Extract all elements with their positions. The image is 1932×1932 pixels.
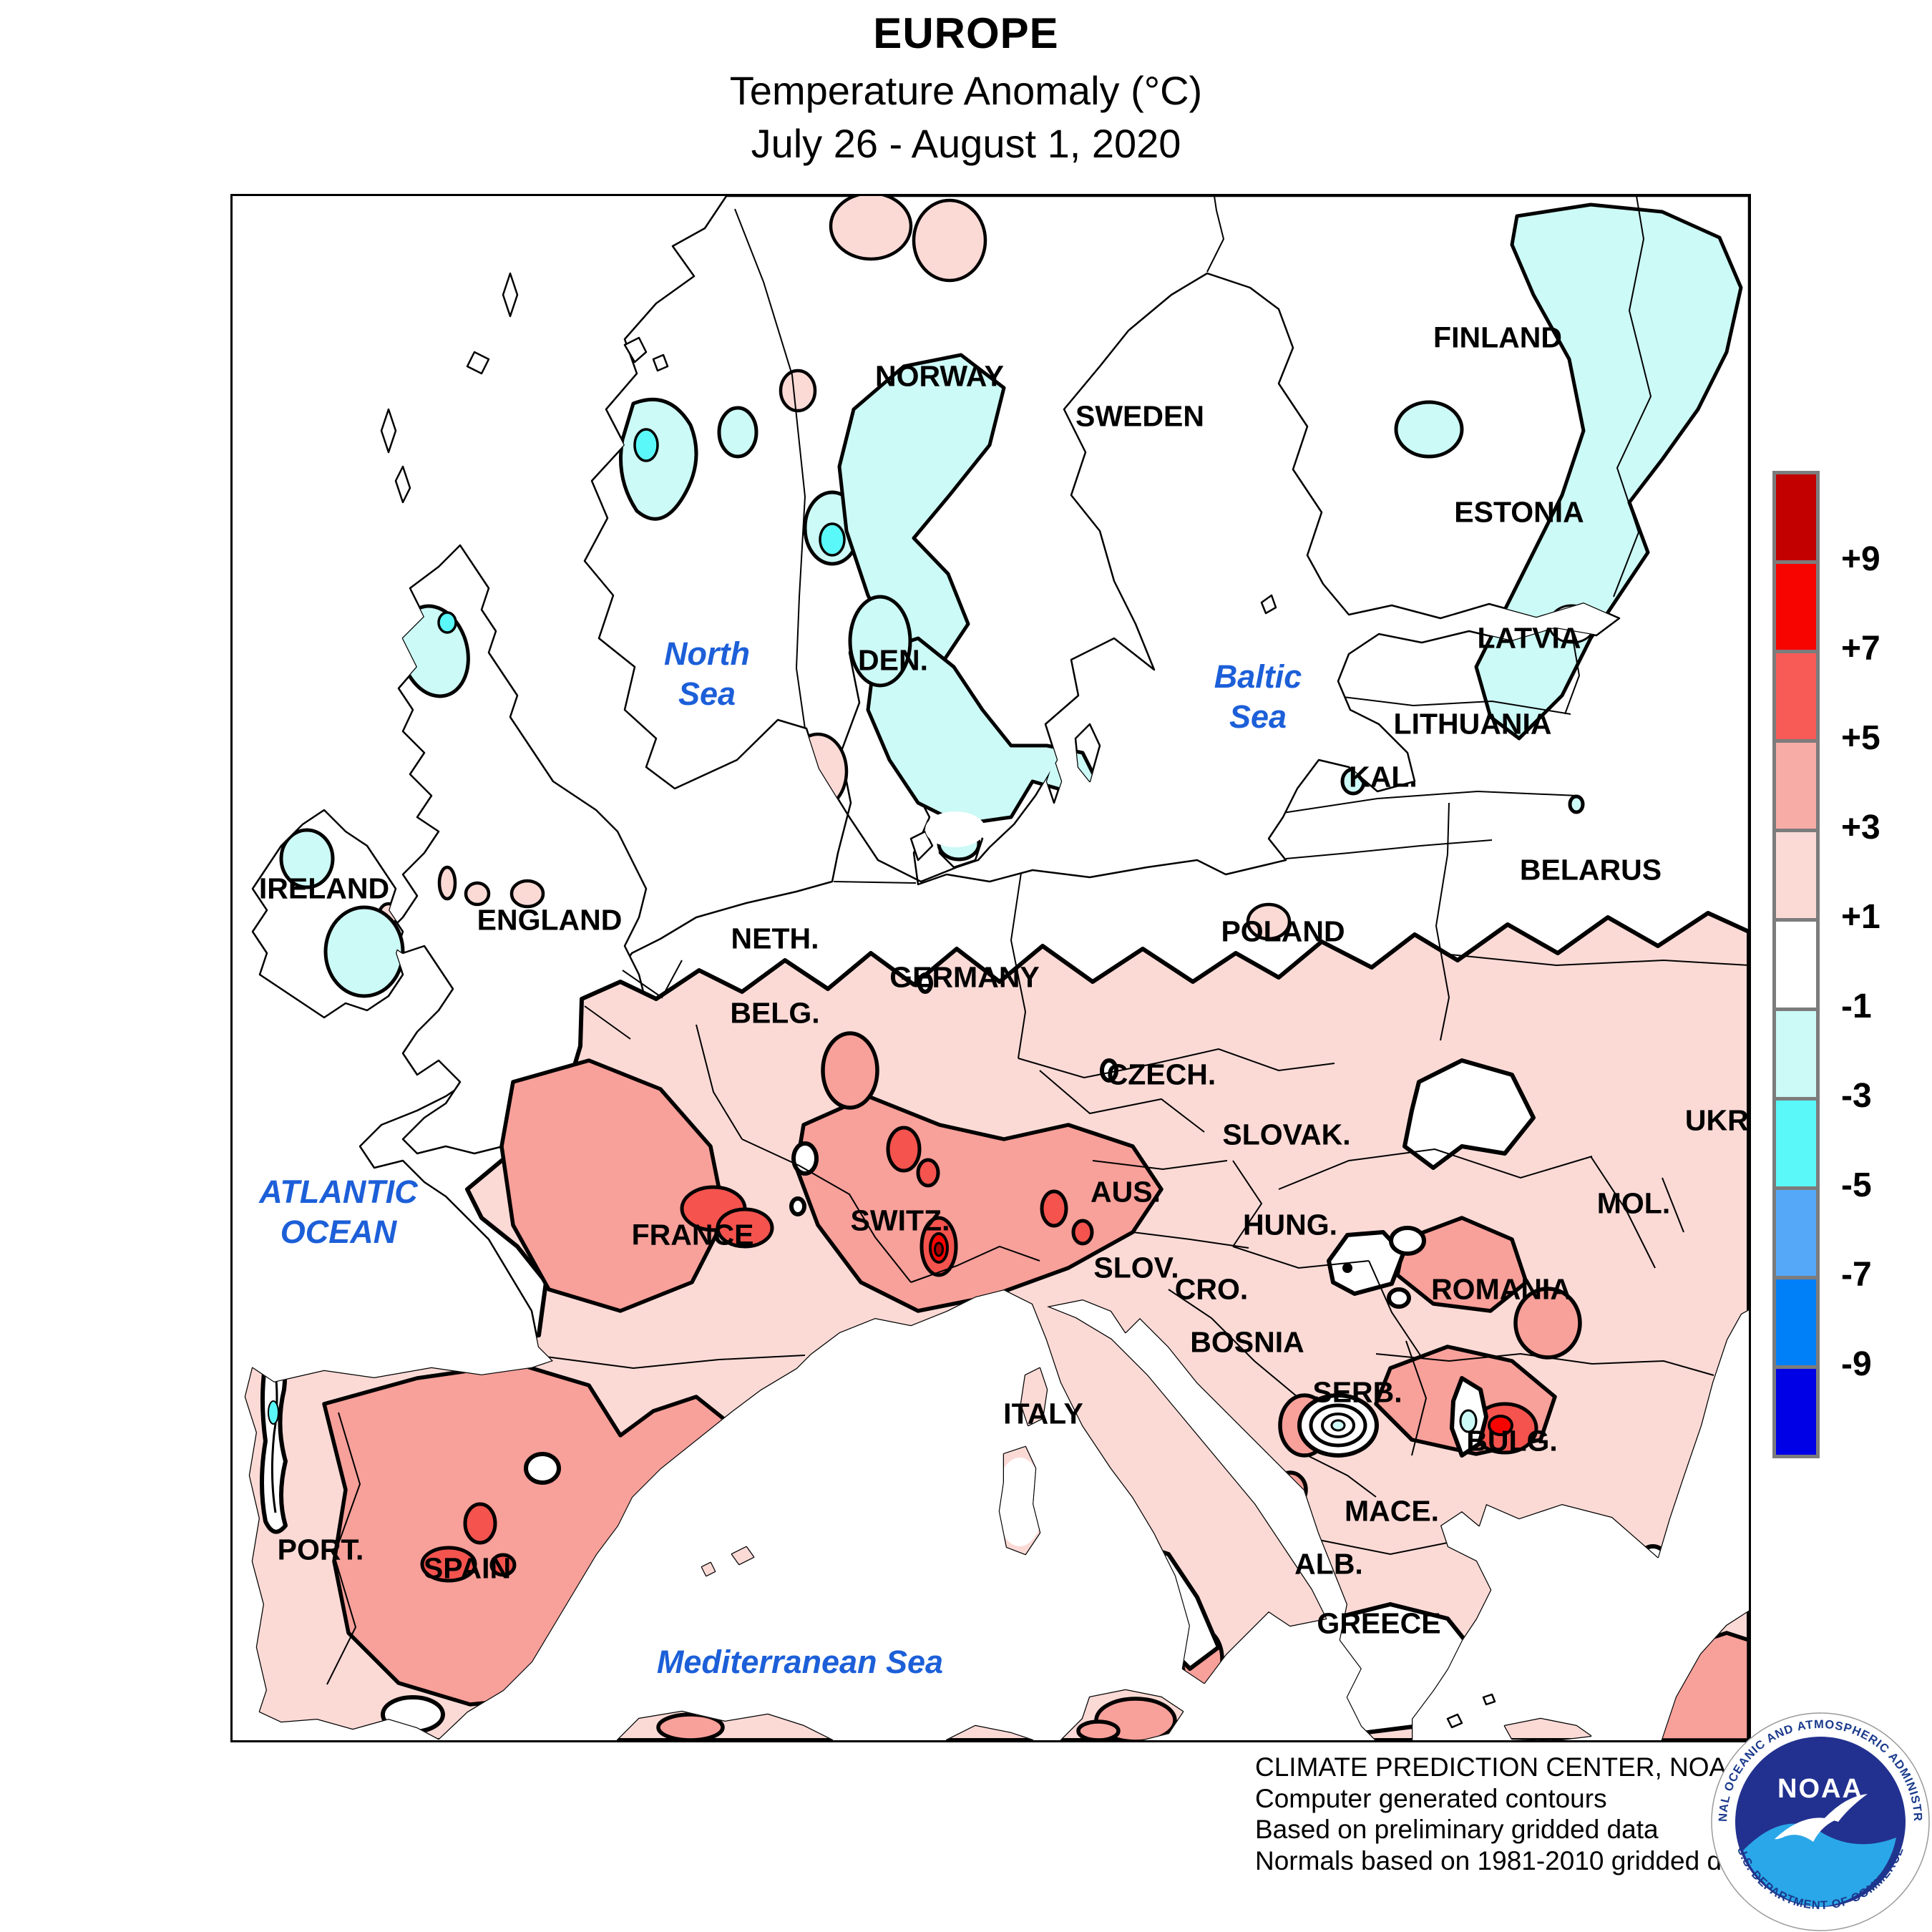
- map-subtitle: Temperature Anomaly (°C): [729, 68, 1203, 113]
- credit-line-data: Based on preliminary gridded data: [1255, 1815, 1659, 1845]
- map-label-germany: GERMANY: [889, 960, 1040, 994]
- map-label-england: ENGLAND: [477, 903, 623, 937]
- map-label-norway: NORWAY: [875, 359, 1004, 393]
- legend-swatch-10: [1772, 1365, 1820, 1458]
- map-label-greece: GREECE: [1317, 1606, 1441, 1640]
- map-label-ireland: IRELAND: [258, 872, 390, 905]
- map-label-finland: FINLAND: [1433, 321, 1562, 354]
- credit-line-contours: Computer generated contours: [1255, 1783, 1607, 1813]
- map-label-alb: ALB.: [1294, 1547, 1363, 1581]
- map-label-lithuania: LITHUANIA: [1393, 707, 1552, 741]
- anomaly-map-svg: [244, 196, 1749, 1740]
- map-canvas: NORWAY SWEDEN FINLAND ESTONIA LATVIA LITHUANI…: [230, 194, 1751, 1742]
- logo-acronym: NOAA: [1777, 1774, 1863, 1804]
- map-label-mol: MOL.: [1596, 1186, 1671, 1220]
- map-label-port: PORT.: [277, 1533, 364, 1566]
- map-label-slov: SLOV.: [1093, 1251, 1179, 1284]
- legend: +9 +7 +5 +3 +1 -1 -3 -5 -7 -9: [1772, 471, 1930, 1458]
- map-title: EUROPE: [873, 9, 1059, 57]
- map-label-baltic-sea: Baltic Sea: [1214, 658, 1302, 735]
- map-label-bulg: BULG.: [1466, 1424, 1558, 1458]
- legend-tick--9: -9: [1841, 1345, 1872, 1383]
- logo-sea: [1743, 1823, 1896, 1907]
- map-label-sweden: SWEDEN: [1075, 399, 1204, 433]
- map-label-latvia: LATVIA: [1477, 621, 1581, 655]
- map-label-romania: ROMANIA: [1431, 1272, 1571, 1306]
- map-label-hung: HUNG.: [1242, 1208, 1338, 1241]
- legend-tick--7: -7: [1841, 1256, 1872, 1294]
- legend-tick-+3: +3: [1841, 809, 1880, 847]
- map-label-ukr: UKR.: [1684, 1103, 1751, 1137]
- map-label-belarus: BELARUS: [1519, 853, 1662, 887]
- map-label-belg: BELG.: [730, 996, 820, 1030]
- map-label-poland: POLAND: [1221, 914, 1345, 948]
- map-label-serb: SERB.: [1312, 1375, 1402, 1409]
- legend-swatch-3: [1772, 739, 1820, 832]
- map-label-estonia: ESTONIA: [1454, 495, 1584, 529]
- legend-swatch-5: [1772, 918, 1820, 1011]
- legend-swatch-2: [1772, 650, 1820, 743]
- noaa-logo: NOAA NATIONAL OCEANIC AND ATMOSPHERIC AD…: [1709, 1710, 1930, 1931]
- seagull-icon: [1775, 1794, 1868, 1842]
- map-label-italy: ITALY: [1003, 1397, 1083, 1430]
- map-label-czech: CZECH.: [1106, 1058, 1216, 1091]
- map-date-range: July 26 - August 1, 2020: [751, 120, 1181, 166]
- legend-swatch-0: [1772, 471, 1820, 564]
- map-label-north-sea: North Sea: [664, 635, 750, 712]
- legend-tick-+9: +9: [1841, 540, 1880, 578]
- legend-tick--1: -1: [1841, 987, 1872, 1025]
- title-block: EUROPE Temperature Anomaly (°C) July 26 …: [0, 10, 1932, 165]
- map-label-kal: KAL.: [1349, 760, 1418, 794]
- map-label-france: FRANCE: [631, 1218, 754, 1252]
- legend-tick-+1: +1: [1841, 898, 1880, 936]
- legend-tick--3: -3: [1841, 1077, 1872, 1115]
- credits-block: CLIMATE PREDICTION CENTER, NOAA Computer…: [1255, 1752, 1759, 1877]
- map-label-mace: MACE.: [1344, 1494, 1440, 1528]
- map-label-mediterranean-sea: Mediterranean Sea: [656, 1643, 944, 1680]
- map-label-bosnia: BOSNIA: [1190, 1325, 1304, 1359]
- map-label-neth: NETH.: [731, 922, 819, 955]
- map-label-den: DEN.: [858, 643, 928, 677]
- credit-line-normals: Normals based on 1981-2010 gridded data: [1255, 1845, 1759, 1875]
- legend-swatch-1: [1772, 560, 1820, 653]
- map-label-cro: CRO.: [1174, 1272, 1249, 1306]
- legend-swatch-7: [1772, 1097, 1820, 1190]
- legend-tick-+7: +7: [1841, 630, 1880, 668]
- map-label-switz: SWITZ.: [850, 1204, 950, 1237]
- map-label-atlantic-ocean: ATLANTIC OCEAN: [259, 1173, 418, 1250]
- legend-swatch-4: [1772, 829, 1820, 922]
- legend-tick-+5: +5: [1841, 719, 1880, 757]
- credit-line-source: CLIMATE PREDICTION CENTER, NOAA: [1255, 1752, 1745, 1782]
- country-borders-layer: [326, 196, 1749, 1685]
- legend-swatch-8: [1772, 1186, 1820, 1279]
- legend-tick--5: -5: [1841, 1166, 1872, 1204]
- map-label-slovak: SLOVAK.: [1222, 1118, 1351, 1151]
- map-label-spain: SPAIN: [423, 1551, 512, 1585]
- map-label-aus: AUS.: [1091, 1175, 1161, 1209]
- legend-swatch-6: [1772, 1008, 1820, 1101]
- legend-swatch-9: [1772, 1276, 1820, 1369]
